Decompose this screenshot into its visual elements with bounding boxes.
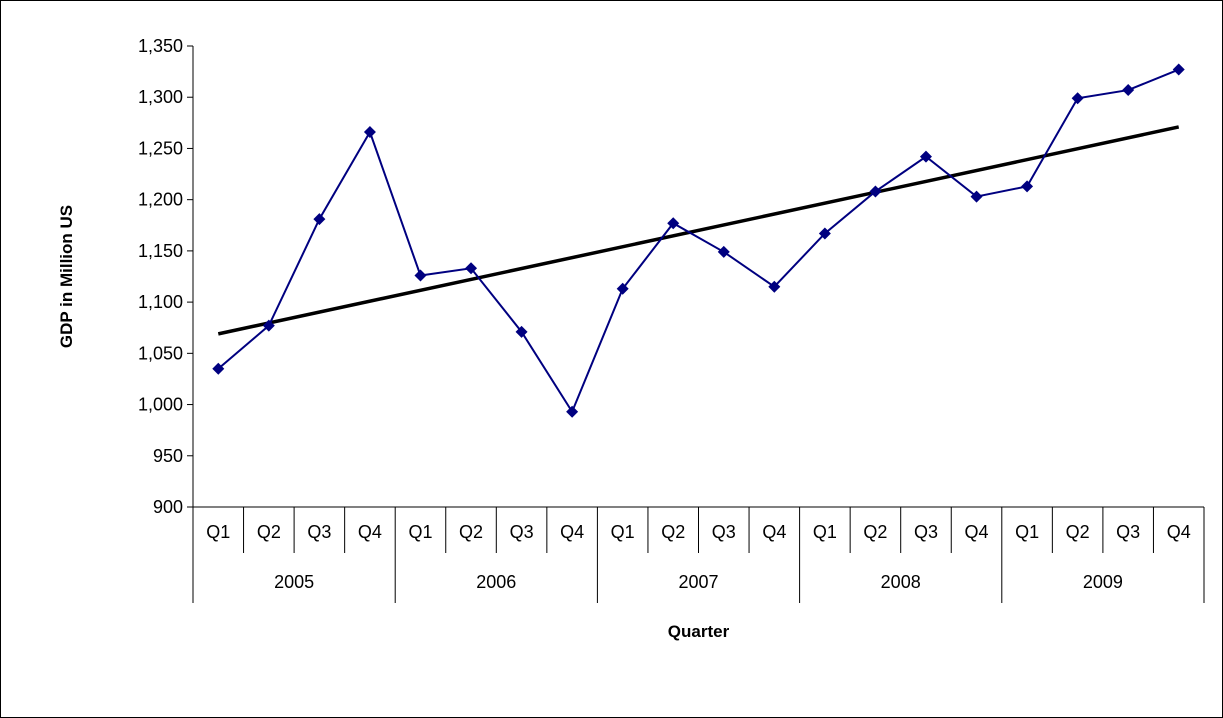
y-tick-label: 1,000	[138, 395, 183, 415]
x-tick-label-year: 2006	[476, 572, 516, 592]
data-point-marker	[919, 150, 932, 163]
trendline	[217, 125, 1180, 336]
x-tick-label-quarter: Q2	[661, 522, 685, 542]
x-tick-label-quarter: Q1	[408, 522, 432, 542]
data-point-marker	[818, 227, 831, 240]
x-tick-label-quarter: Q1	[611, 522, 635, 542]
y-tick-label: 1,300	[138, 87, 183, 107]
data-point-marker	[1021, 180, 1034, 193]
series-line	[217, 68, 1180, 414]
y-tick-label: 1,050	[138, 343, 183, 363]
y-axis: 900 950 1,000 1,050 1,100 1,150 1,200 1,250 1,30…	[138, 36, 194, 517]
data-point-marker	[667, 217, 680, 230]
data-point-marker	[212, 362, 225, 375]
data-point-marker	[1172, 63, 1185, 76]
x-tick-label-quarter: Q2	[1066, 522, 1090, 542]
data-point-marker	[262, 319, 275, 332]
x-tick-label-quarter: Q1	[813, 522, 837, 542]
x-axis-title: Quarter	[668, 622, 730, 641]
series-layer	[212, 63, 1185, 418]
x-tick-label-quarter: Q2	[459, 522, 483, 542]
data-point-marker	[465, 262, 478, 275]
x-tick-label-quarter: Q4	[560, 522, 584, 542]
x-tick-label-quarter: Q1	[1015, 522, 1039, 542]
y-axis-title: GDP in Million US	[57, 205, 76, 348]
data-point-marker	[515, 325, 528, 338]
x-tick-label-quarter: Q3	[712, 522, 736, 542]
data-point-marker	[616, 282, 629, 295]
x-tick-label-quarter: Q3	[510, 522, 534, 542]
x-tick-label-quarter: Q4	[965, 522, 989, 542]
x-tick-label-year: 2007	[678, 572, 718, 592]
y-tick-label: 1,100	[138, 292, 183, 312]
x-tick-label-quarter: Q3	[1116, 522, 1140, 542]
trendline-layer	[217, 125, 1180, 336]
y-tick-label: 1,350	[138, 36, 183, 56]
x-tick-label-year: 2008	[881, 572, 921, 592]
x-tick-label-year: 2009	[1083, 572, 1123, 592]
data-point-marker	[869, 185, 882, 198]
y-tick-label: 1,250	[138, 138, 183, 158]
y-tick-label: 900	[153, 497, 183, 517]
y-tick-label: 950	[153, 446, 183, 466]
x-axis: Q1 Q2 Q3 Q4 Q1 Q2 Q3 Q4 Q1 Q2 Q3 Q4 Q1 Q2 Q3 Q4 Q1 Q2 Q3 Q4…	[192, 506, 1205, 603]
x-tick-label-quarter: Q1	[206, 522, 230, 542]
x-tick-label-quarter: Q2	[257, 522, 281, 542]
data-point-marker	[363, 126, 376, 139]
data-point-marker	[566, 405, 579, 418]
data-point-marker	[970, 190, 983, 203]
data-point-marker	[1122, 84, 1135, 97]
y-tick-label: 1,150	[138, 241, 183, 261]
y-tick-label: 1,200	[138, 190, 183, 210]
x-tick-label-quarter: Q4	[358, 522, 382, 542]
data-point-marker	[414, 269, 427, 282]
data-point-marker	[313, 213, 326, 226]
x-tick-label-year: 2005	[274, 572, 314, 592]
x-tick-label-quarter: Q3	[914, 522, 938, 542]
x-tick-label-quarter: Q4	[762, 522, 786, 542]
data-point-marker	[768, 280, 781, 293]
data-point-marker	[717, 245, 730, 258]
x-tick-label-quarter: Q2	[863, 522, 887, 542]
data-point-marker	[1071, 92, 1084, 105]
x-tick-label-quarter: Q4	[1167, 522, 1191, 542]
x-tick-label-quarter: Q3	[307, 522, 331, 542]
